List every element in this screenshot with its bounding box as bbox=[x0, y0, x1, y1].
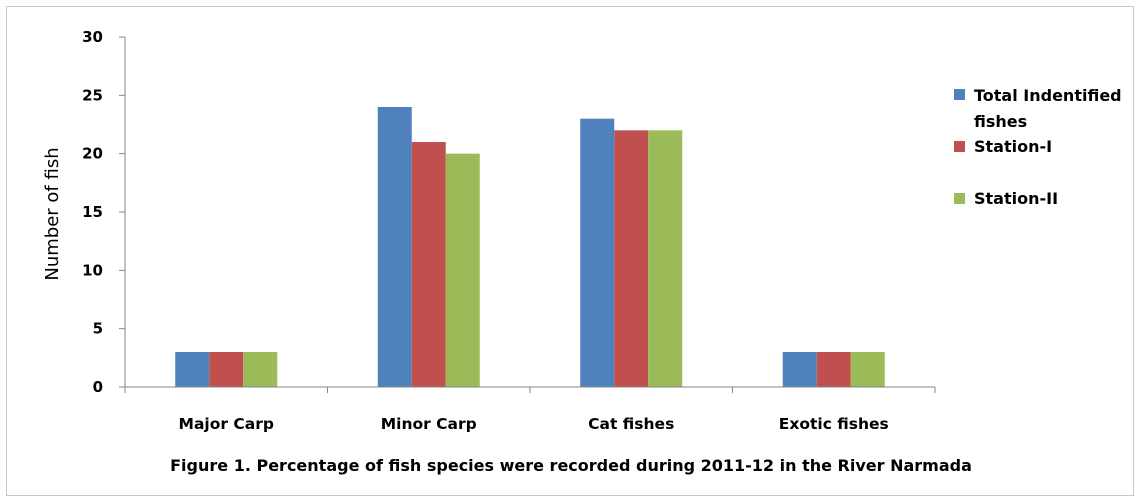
bar-2-2 bbox=[411, 142, 446, 387]
bar-2-1 bbox=[209, 352, 244, 387]
bar-3-3 bbox=[648, 130, 683, 388]
bars bbox=[175, 107, 885, 388]
bar-1-2 bbox=[377, 107, 412, 387]
legend-label-1: fishes bbox=[974, 112, 1027, 131]
legend: Total Indentified fishes Station-I Station-… bbox=[954, 86, 1122, 208]
bar-1-4 bbox=[782, 352, 817, 387]
y-tick-label: 10 bbox=[82, 261, 103, 279]
x-category-label: Minor Carp bbox=[381, 415, 477, 433]
legend-label-2: Station-I bbox=[974, 137, 1052, 156]
y-tick-label: 0 bbox=[93, 378, 103, 396]
y-tick-label: 5 bbox=[93, 320, 103, 338]
chart-frame bbox=[6, 6, 1134, 496]
x-category-label: Cat fishes bbox=[588, 415, 674, 433]
y-tick-label: 20 bbox=[82, 145, 103, 163]
legend-swatch-1 bbox=[954, 89, 965, 100]
bar-3-1 bbox=[243, 352, 278, 387]
figure-caption: Figure 1. Percentage of fish species wer… bbox=[170, 456, 972, 475]
y-tick-label: 15 bbox=[82, 203, 103, 221]
x-category-label: Major Carp bbox=[179, 415, 274, 433]
bar-2-3 bbox=[614, 130, 649, 388]
y-tick-label: 25 bbox=[82, 86, 103, 104]
y-axis-ticks: 0 5 10 15 20 25 30 bbox=[82, 28, 125, 396]
y-axis-title: Number of fish bbox=[42, 147, 63, 280]
legend-swatch-3 bbox=[954, 193, 965, 204]
bar-1-1 bbox=[175, 352, 210, 387]
legend-swatch-2 bbox=[954, 141, 965, 152]
bar-3-2 bbox=[445, 153, 480, 387]
legend-label-1: Total Indentified bbox=[974, 86, 1122, 105]
x-category-label: Exotic fishes bbox=[779, 415, 889, 433]
y-tick-label: 30 bbox=[82, 28, 103, 46]
axes bbox=[124, 37, 936, 393]
bar-3-4 bbox=[850, 352, 885, 387]
bar-2-4 bbox=[816, 352, 851, 387]
bar-1-3 bbox=[580, 118, 615, 388]
legend-label-3: Station-II bbox=[974, 189, 1058, 208]
x-axis-labels: Major Carp Minor Carp Cat fishes Exotic fis… bbox=[179, 415, 889, 433]
